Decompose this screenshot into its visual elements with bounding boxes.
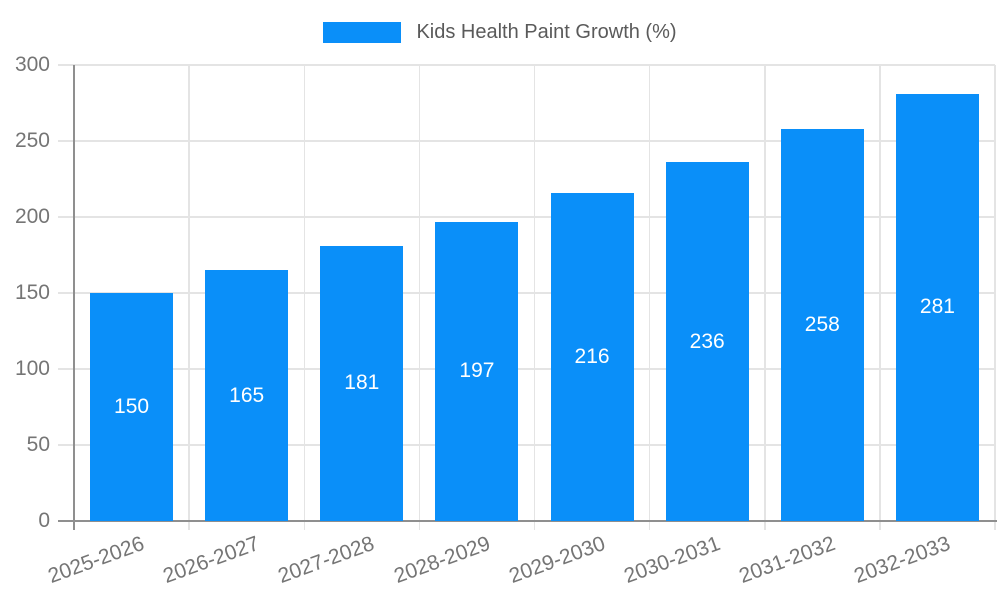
bar-value-label: 197: [459, 359, 495, 383]
y-tick-label: 200: [14, 205, 50, 228]
bar-value-label: 281: [919, 295, 955, 319]
y-tick-label: 100: [14, 357, 50, 380]
y-tick-label: 150: [14, 281, 50, 304]
x-tick-label: 2032-2033: [851, 532, 954, 588]
bar-value-label: 216: [574, 344, 610, 368]
x-tick-label: 2029-2030: [505, 532, 608, 588]
y-tick-label: 50: [26, 433, 50, 456]
bar-2030-2031[interactable]: [665, 162, 749, 521]
bar-value-label: 258: [804, 312, 840, 336]
bar-2028-2029[interactable]: [435, 221, 519, 521]
y-tick-label: 250: [14, 129, 50, 152]
bar-value-label: 150: [114, 395, 150, 418]
gridline-x-7: [879, 65, 881, 530]
y-tick-label: 0: [38, 509, 50, 532]
x-tick-label: 2027-2028: [275, 532, 378, 588]
x-tick-label: 2030-2031: [620, 532, 724, 588]
gridline-y-50: [58, 444, 995, 446]
gridline-x-6: [764, 65, 766, 530]
legend-label: Kids Health Paint Growth (%): [416, 20, 677, 43]
plot-area: 0 50 100 150 200 250 300 150 2025-2026 165 2026-20…: [15, 53, 997, 588]
bar-2027-2028[interactable]: [320, 245, 404, 521]
bar-2029-2030[interactable]: [550, 192, 634, 521]
bar-2026-2027[interactable]: [205, 270, 289, 521]
y-axis-line: [73, 65, 75, 530]
bar-2031-2032[interactable]: [780, 128, 864, 521]
x-tick-label: 2026-2027: [160, 532, 263, 588]
gridline-y-300: [58, 64, 995, 66]
legend-swatch[interactable]: [323, 21, 402, 43]
gridline-y-150: [58, 292, 995, 294]
bar-2025-2026[interactable]: [90, 293, 174, 521]
gridline-x-3: [418, 65, 421, 530]
y-tick-label: 300: [14, 53, 50, 76]
bar-value-label: 165: [229, 383, 265, 407]
bar-2032-2033[interactable]: [895, 93, 979, 521]
gridline-y-250: [58, 140, 995, 142]
gridline-x-5: [648, 65, 651, 530]
gridline-x-4: [533, 65, 536, 530]
bar-value-label: 181: [344, 371, 380, 395]
x-tick-label: 2031-2032: [735, 532, 839, 588]
gridline-x-8: [994, 65, 996, 530]
x-tick-label: 2025-2026: [45, 532, 148, 588]
x-tick-label: 2028-2029: [390, 532, 493, 588]
gridline-x-1: [188, 65, 190, 530]
legend[interactable]: Kids Health Paint Growth (%): [0, 20, 1000, 44]
x-axis-line: [58, 520, 997, 522]
bar-value-label: 236: [689, 329, 725, 353]
gridline-y-200: [58, 216, 995, 218]
gridline-y-100: [58, 368, 995, 370]
gridline-x-2: [303, 65, 305, 530]
